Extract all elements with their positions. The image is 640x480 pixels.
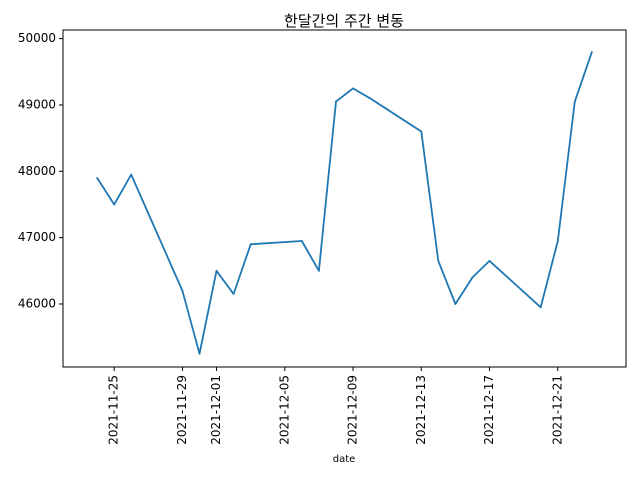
data-point	[471, 276, 474, 279]
data-point	[198, 352, 201, 355]
y-tick-label: 48000	[18, 164, 56, 178]
y-tick-label: 46000	[18, 296, 56, 310]
data-point	[369, 97, 371, 100]
x-tick-label: 2021-12-09	[346, 375, 360, 445]
plot-area	[62, 29, 627, 368]
chart-title: 한달간의 주간 변동	[284, 12, 404, 30]
y-tick-label: 50000	[18, 31, 56, 45]
y-axis: 46000 47000 48000 49000 50000	[18, 31, 63, 310]
x-tick-label: 2021-11-29	[175, 375, 189, 445]
data-point	[420, 130, 423, 133]
data-point	[300, 240, 303, 242]
x-tick-label: 2021-12-01	[209, 375, 223, 445]
x-tick-label: 2021-12-13	[414, 375, 428, 445]
data-point	[556, 240, 559, 242]
data-point	[130, 173, 133, 176]
x-tick-label: 2021-11-25	[107, 375, 121, 445]
data-point	[249, 243, 252, 246]
data-point	[113, 203, 116, 206]
data-point	[437, 259, 440, 262]
y-tick-label: 47000	[18, 230, 56, 244]
x-tick-label: 2021-12-21	[550, 375, 564, 445]
data-point	[573, 100, 576, 103]
series-group	[96, 50, 593, 355]
data-point	[215, 269, 218, 272]
x-tick-label: 2021-12-17	[482, 375, 496, 445]
data-point	[181, 289, 184, 292]
x-axis-label: date	[333, 454, 356, 465]
data-point	[96, 177, 99, 179]
data-point	[488, 259, 491, 262]
series-line	[96, 51, 593, 355]
data-point	[454, 303, 457, 305]
data-point	[539, 306, 542, 309]
x-axis: 2021-11-25 2021-11-29 2021-12-01 2021-12-05…	[107, 367, 564, 445]
data-point	[590, 50, 593, 53]
data-point	[352, 87, 354, 90]
data-point	[335, 100, 337, 103]
data-point	[318, 269, 320, 272]
x-tick-label: 2021-12-05	[277, 375, 291, 445]
y-tick-label: 49000	[18, 97, 56, 111]
data-point	[232, 293, 235, 295]
